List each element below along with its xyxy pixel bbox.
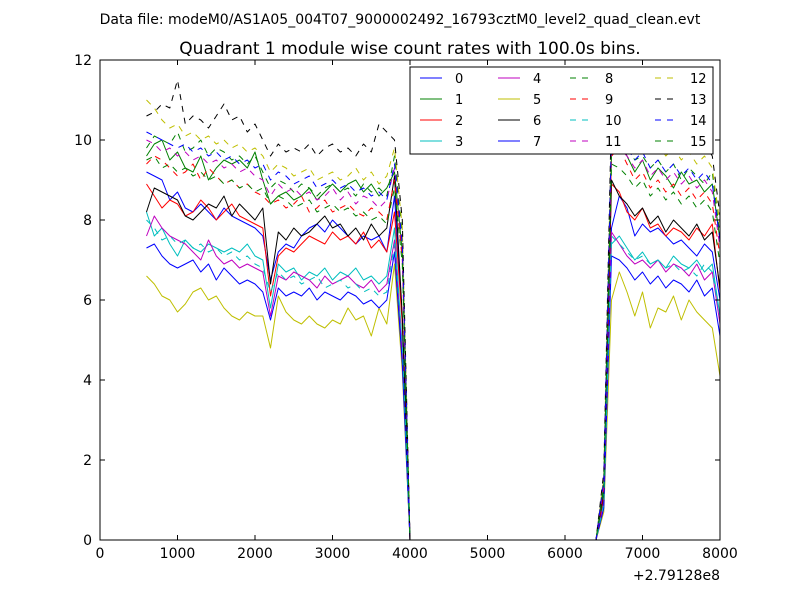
series-line-5 <box>146 263 721 541</box>
series-line-2 <box>146 183 721 541</box>
y-tick-label: 4 <box>83 373 92 389</box>
chart-title: Quadrant 1 module wise count rates with … <box>179 39 640 59</box>
series-line-9 <box>146 147 721 541</box>
ticks-layer: 0 1000 2000 3000 4000 5000 6000 7000 80000246810… <box>74 53 738 562</box>
legend-label-6: 6 <box>533 114 541 129</box>
legend-label-3: 3 <box>455 135 463 150</box>
x-tick-label: 8000 <box>702 546 738 562</box>
series-line-8 <box>146 123 721 541</box>
y-tick-label: 0 <box>83 533 92 549</box>
legend-label-8: 8 <box>605 72 613 87</box>
legend-label-2: 2 <box>455 114 463 129</box>
y-tick-label: 10 <box>74 133 92 149</box>
legend-label-9: 9 <box>605 93 613 108</box>
series-line-1 <box>146 135 721 541</box>
series-line-4 <box>146 215 721 541</box>
y-tick-label: 12 <box>74 53 92 69</box>
series-line-7 <box>146 243 721 541</box>
series-line-10 <box>146 219 721 541</box>
x-tick-label: 2000 <box>237 546 273 562</box>
x-tick-label: 0 <box>96 546 105 562</box>
series-line-11 <box>146 139 721 541</box>
figure-suptitle: Data file: modeM0/AS1A05_004T07_90000024… <box>100 12 701 28</box>
x-tick-label: 3000 <box>315 546 351 562</box>
legend-box <box>409 66 714 155</box>
legend-label-1: 1 <box>455 93 463 108</box>
legend-label-4: 4 <box>533 72 541 87</box>
x-tick-label: 1000 <box>160 546 196 562</box>
legend-label-10: 10 <box>605 114 622 129</box>
legend-label-0: 0 <box>455 72 463 87</box>
x-offset-label: +2.79128e8 <box>633 568 720 584</box>
legend-label-11: 11 <box>605 135 622 150</box>
x-tick-label: 5000 <box>470 546 506 562</box>
series-line-6 <box>146 175 721 541</box>
series-line-14 <box>146 131 721 541</box>
y-tick-label: 6 <box>83 293 92 309</box>
y-tick-label: 8 <box>83 213 92 229</box>
series-line-0 <box>146 171 721 541</box>
legend-label-13: 13 <box>690 93 707 108</box>
series-line-15 <box>146 155 721 541</box>
legend-label-5: 5 <box>533 93 541 108</box>
legend-label-15: 15 <box>690 135 707 150</box>
legend-label-7: 7 <box>533 135 541 150</box>
legend-label-14: 14 <box>690 114 707 129</box>
x-tick-label: 4000 <box>392 546 428 562</box>
y-tick-label: 2 <box>83 453 92 469</box>
x-tick-label: 7000 <box>625 546 661 562</box>
legend-label-12: 12 <box>690 72 707 87</box>
x-tick-label: 6000 <box>547 546 583 562</box>
